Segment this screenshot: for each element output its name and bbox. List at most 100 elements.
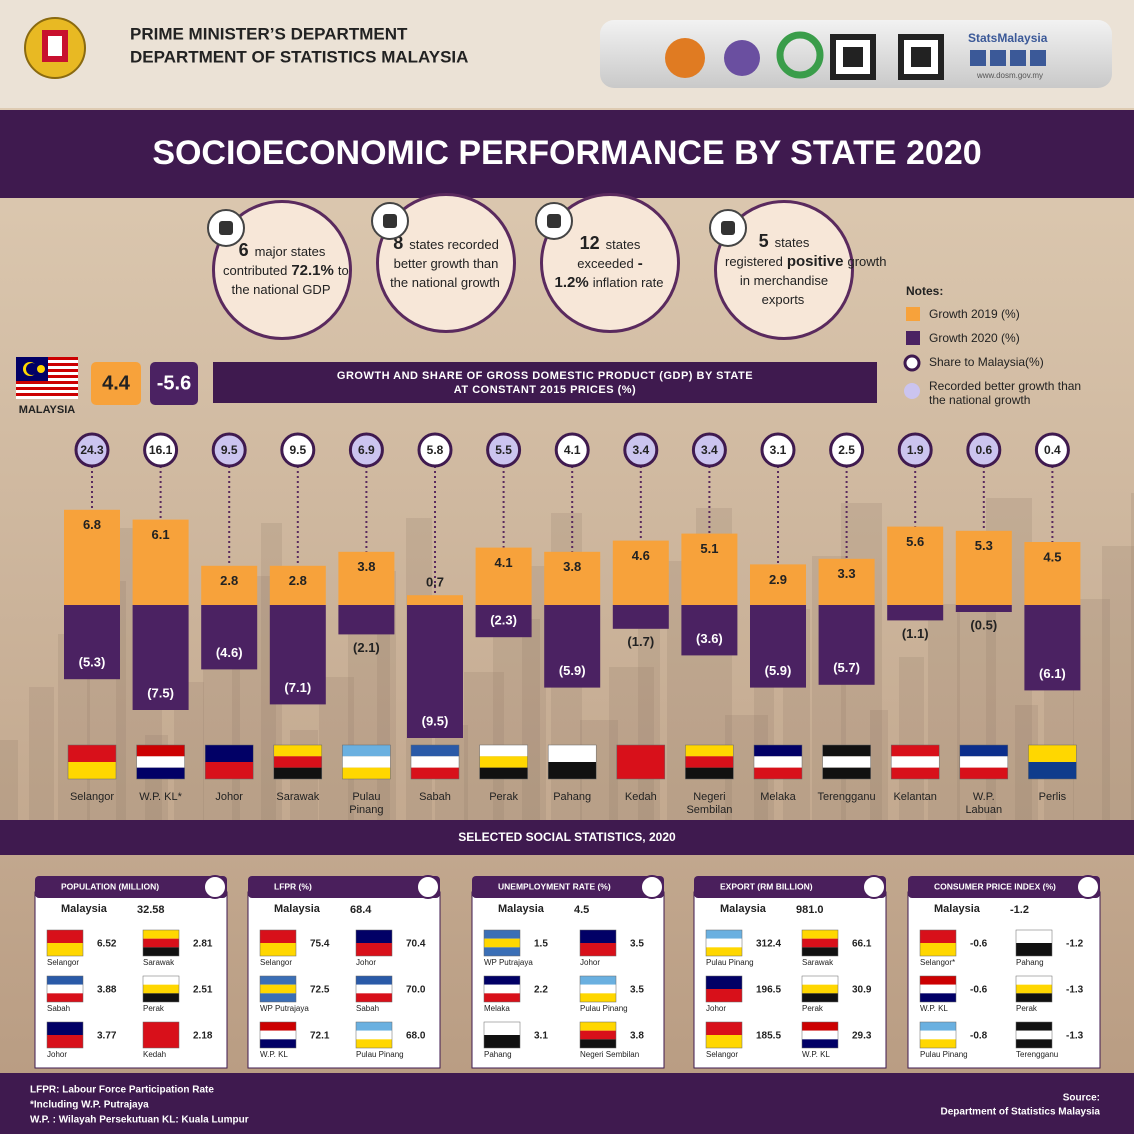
flag-stripe <box>706 947 742 956</box>
item-name: Sarawak <box>143 958 175 967</box>
item-value: 68.0 <box>406 1031 426 1042</box>
flag-border <box>142 1021 180 1049</box>
item-value: 70.4 <box>406 939 426 950</box>
flag-border <box>685 744 734 780</box>
flag-stripe <box>356 993 392 1002</box>
flag-stripe <box>143 938 179 948</box>
flag-stripe <box>47 943 83 956</box>
item-name: Selangor <box>47 958 79 967</box>
flag-border <box>410 744 460 780</box>
flag <box>919 975 957 1003</box>
flag-stripe <box>1016 943 1052 956</box>
item-name: W.P. KL <box>920 1004 948 1013</box>
item-name: Sabah <box>47 1004 70 1013</box>
building <box>348 624 390 820</box>
value-label: (1.1) <box>902 626 929 641</box>
panel-national-label: Malaysia <box>934 903 981 915</box>
flag <box>355 929 393 957</box>
flag-stripe <box>143 930 179 939</box>
value-label: 3.8 <box>563 559 581 574</box>
flag-stripe <box>1016 1030 1052 1040</box>
flag-stripe <box>411 745 459 757</box>
flag-stripe <box>484 947 520 956</box>
share-marker <box>691 432 727 468</box>
panel-national-label: Malaysia <box>498 903 545 915</box>
flag-stripe <box>47 984 83 994</box>
highlight: 6 major states contributed 72.1% to the nat… <box>207 200 352 340</box>
legend-label: Growth 2019 (%) <box>929 307 1020 321</box>
flag <box>890 744 940 780</box>
bar <box>64 605 120 680</box>
share-marker <box>829 432 865 468</box>
share-marker <box>280 432 316 468</box>
bar <box>818 558 875 605</box>
flag-stripe <box>920 1030 956 1040</box>
building <box>754 662 774 820</box>
value-label: (1.7) <box>627 634 654 649</box>
national-flag <box>16 357 78 399</box>
value-label: (5.7) <box>833 660 860 675</box>
flag-stripe <box>273 756 322 768</box>
category-line: W.P. <box>973 791 995 803</box>
value-label: (5.9) <box>765 663 792 678</box>
flag-stripe <box>356 976 392 985</box>
highlight-number: 12 <box>579 233 600 253</box>
highlight-icon <box>535 202 573 240</box>
flag-stripe <box>706 1022 742 1035</box>
flag <box>483 1021 521 1049</box>
flag <box>259 929 297 957</box>
flag-stripe <box>920 930 956 943</box>
flag-stripe <box>1016 1022 1052 1031</box>
flag-border <box>46 929 84 957</box>
flag-stripe <box>484 984 520 994</box>
flag-stripe <box>47 1022 83 1035</box>
flag <box>1015 975 1053 1003</box>
flag-stripe <box>580 984 616 994</box>
flag-border <box>919 1021 957 1049</box>
item-value: 29.3 <box>852 1031 872 1042</box>
category-line: Labuan <box>965 804 1002 816</box>
share-marker <box>760 432 796 468</box>
flag-border <box>259 975 297 1003</box>
flag-stripe <box>143 984 179 994</box>
share-label: 0.4 <box>1044 443 1061 457</box>
category-label: Kedah <box>625 791 657 803</box>
item-value: 185.5 <box>756 1031 781 1042</box>
item-value: 3.8 <box>630 1031 644 1042</box>
item-value: 3.88 <box>97 985 117 996</box>
legend-swatch <box>906 331 920 345</box>
flag <box>342 744 391 780</box>
legend-label: Recorded better growth than the national … <box>929 379 1081 407</box>
flag-stripe <box>342 745 391 757</box>
value-label: 3.8 <box>357 559 375 574</box>
flag-stripe <box>260 1022 296 1031</box>
flag-border <box>753 744 803 780</box>
source: Department of Statistics Malaysia <box>941 1107 1101 1118</box>
flag-stripe <box>822 756 871 768</box>
bar <box>338 605 395 635</box>
share-label: 16.1 <box>149 443 173 457</box>
source-label: Source: <box>1063 1093 1100 1104</box>
bar <box>955 530 1012 605</box>
flag-border <box>579 929 617 957</box>
flag <box>753 744 803 780</box>
flag-border <box>136 744 185 780</box>
flag <box>259 1021 297 1049</box>
highlight: 12 states exceeded -1.2% inflation rate <box>535 193 680 333</box>
share-marker <box>966 432 1002 468</box>
item-value: 30.9 <box>852 985 872 996</box>
share-label: 6.9 <box>358 443 375 457</box>
share-label: 3.4 <box>701 443 718 457</box>
share-marker <box>143 432 179 468</box>
value-label: (7.5) <box>147 685 174 700</box>
item-value: 2.2 <box>534 985 548 996</box>
flag <box>46 975 84 1003</box>
flag-stripe <box>802 1030 838 1040</box>
flag-stripe <box>580 1030 616 1040</box>
flag-stripe <box>802 1039 838 1048</box>
flag-border <box>1015 929 1053 957</box>
flag-border <box>142 929 180 957</box>
item-name: Pulau Pinang <box>920 1050 968 1059</box>
